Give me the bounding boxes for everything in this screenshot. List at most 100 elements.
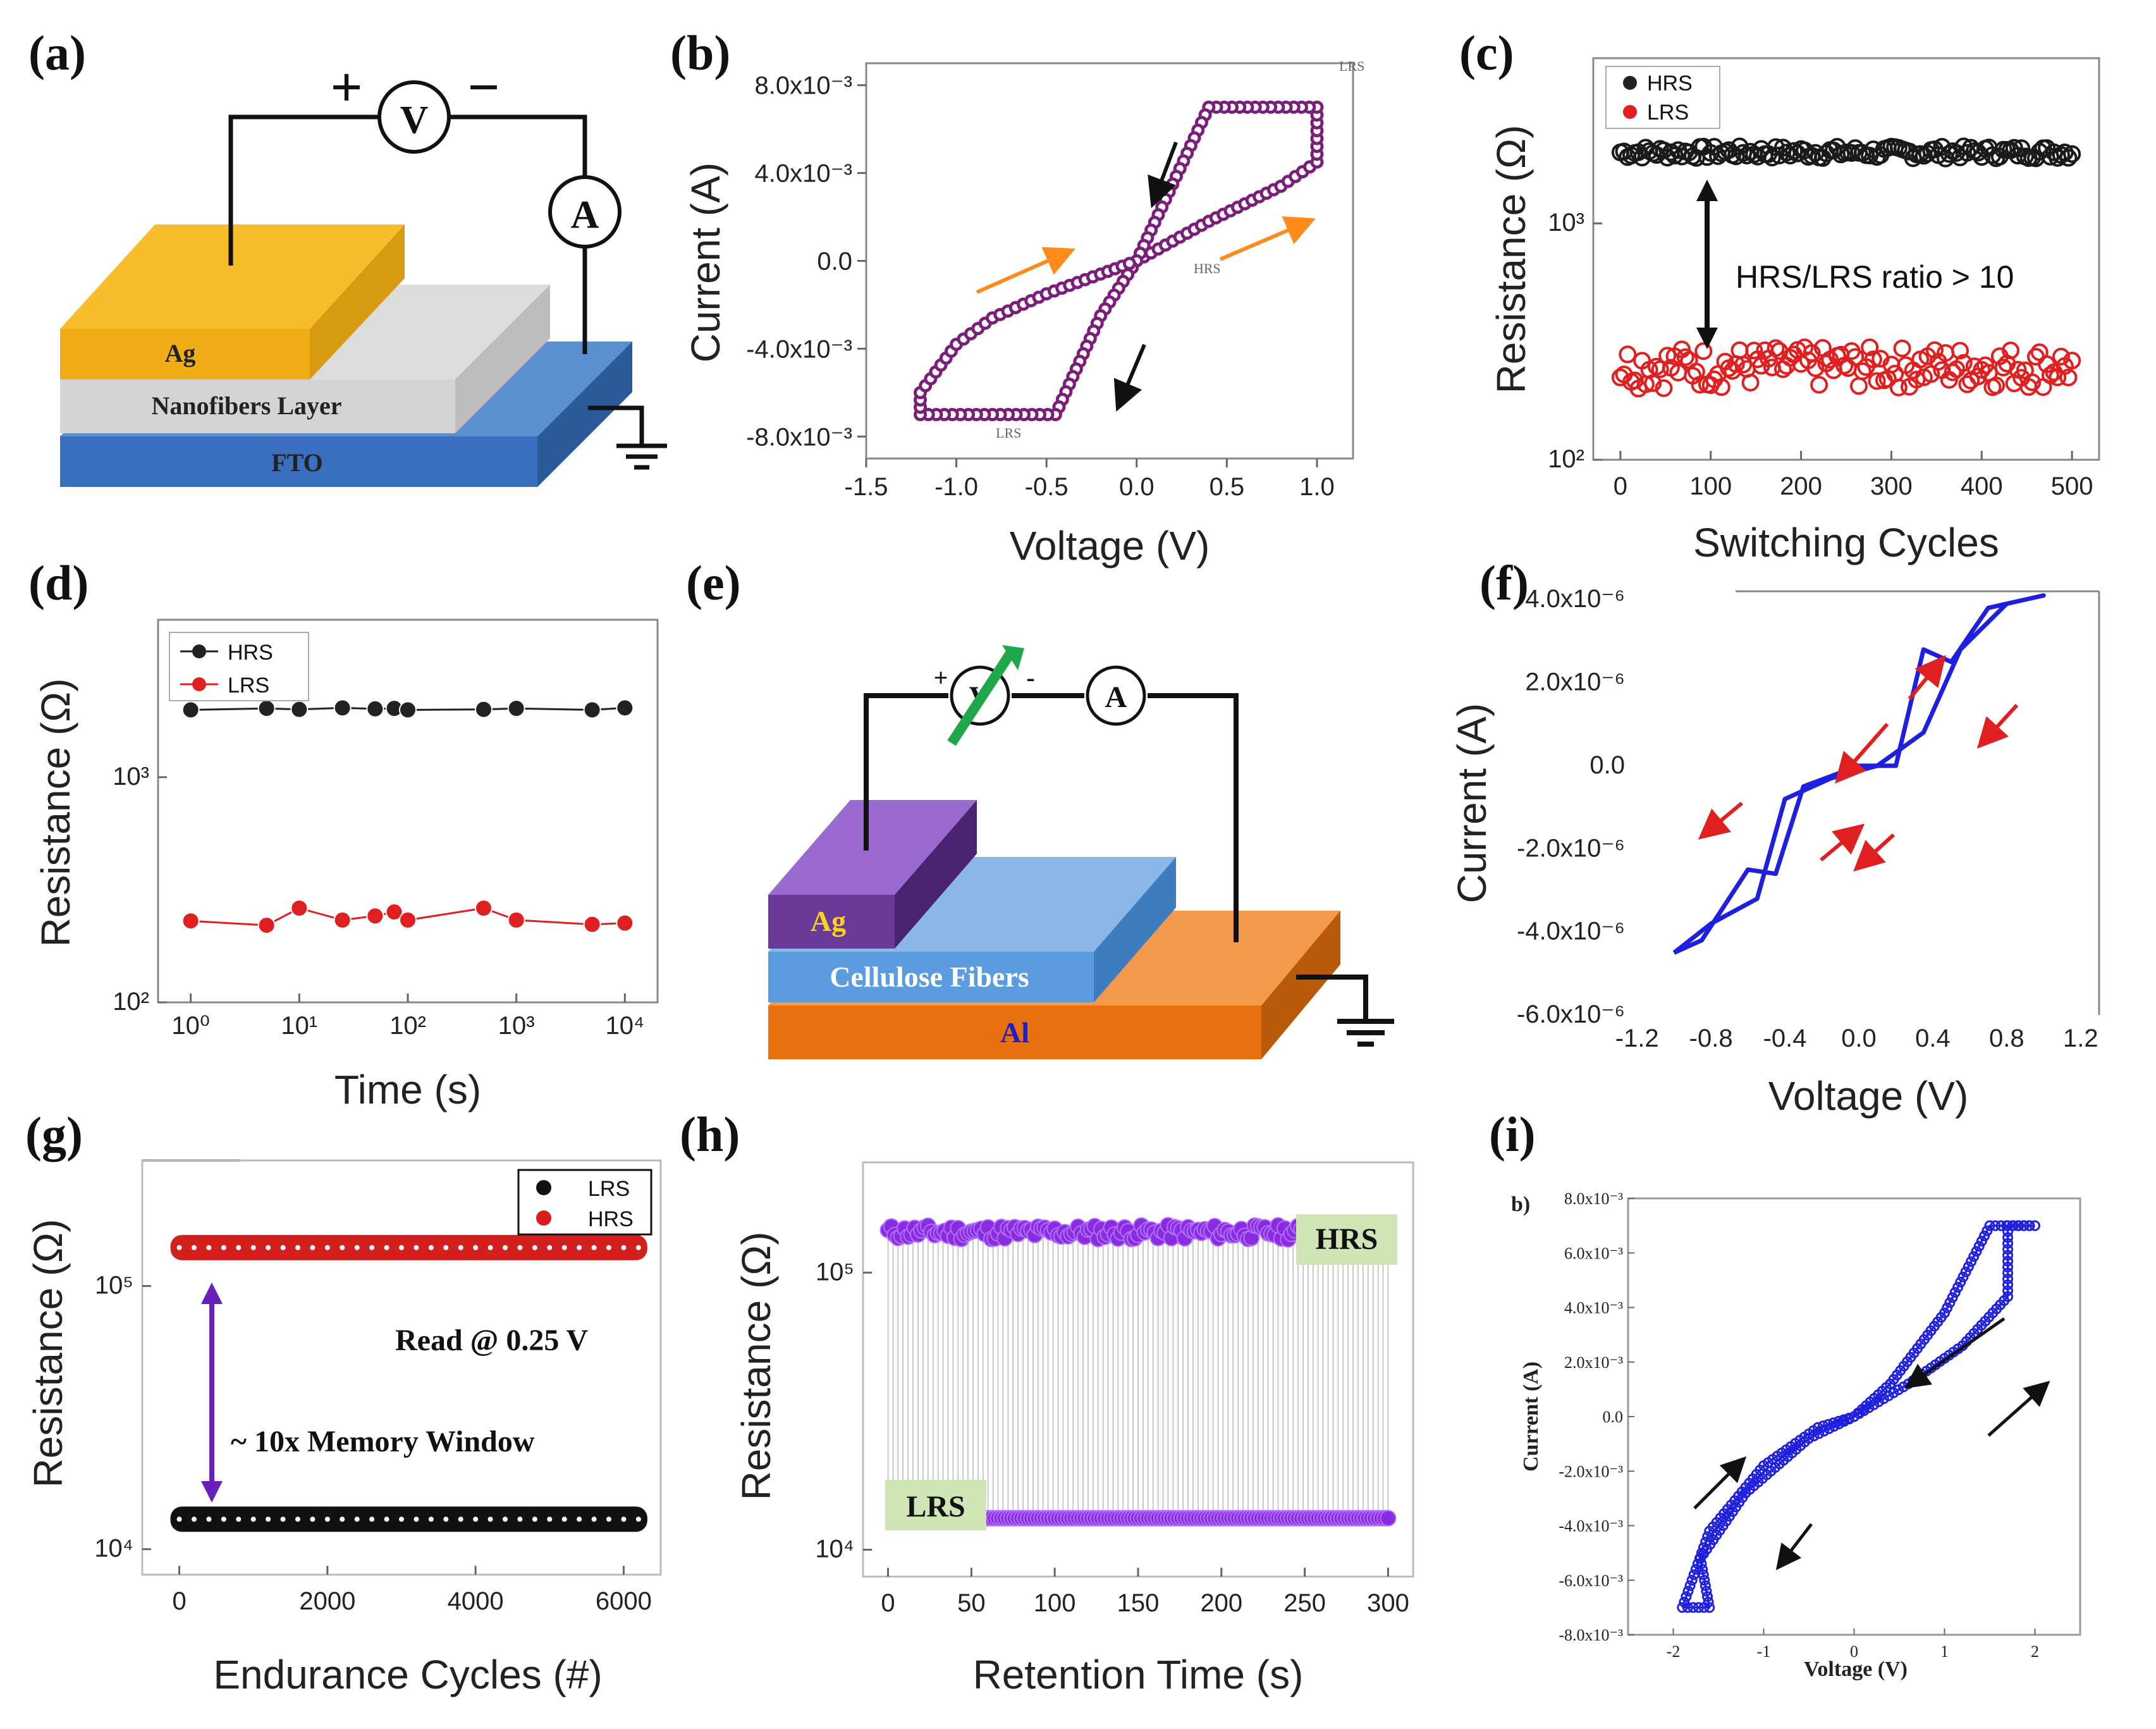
cellulose-label: Cellulose Fibers	[830, 961, 1029, 993]
ag-e-front	[768, 895, 895, 949]
al-label: Al	[1000, 1016, 1029, 1049]
data-point-g-hrs	[428, 1245, 434, 1250]
y-tick-label-i: -4.0x10⁻³	[1559, 1517, 1623, 1535]
data-point-c-lrs	[2009, 360, 2027, 379]
iv-curve-f	[1672, 593, 2046, 955]
x-axis-title-g: Endurance Cycles (#)	[213, 1652, 602, 1697]
data-point-i	[1813, 1428, 1825, 1439]
data-point-i	[1968, 1251, 1980, 1262]
x-tick-label-b: 0.5	[1210, 473, 1245, 501]
legend-c-lrs: LRS	[1647, 101, 1689, 125]
x-tick-label-g: 0	[172, 1587, 186, 1615]
y-tick-label-i: 4.0x10⁻³	[1564, 1299, 1623, 1317]
panel-b-label: (b)	[670, 25, 730, 80]
sweep-arrow-i-2	[1987, 1381, 2050, 1437]
data-point-g-hrs	[458, 1245, 463, 1250]
data-point-i	[1952, 1282, 1964, 1293]
data-point-g-hrs	[280, 1245, 286, 1250]
data-point-c-lrs	[2041, 366, 2059, 385]
data-point-i	[1990, 1220, 2001, 1231]
y-axis-title-g: Resistance (Ω)	[25, 1219, 71, 1488]
data-point-g-hrs	[340, 1245, 345, 1250]
y-tick-label-h: 10⁵	[816, 1258, 854, 1286]
data-point-g-lrs	[354, 1517, 360, 1522]
x-tick-label-f: 1.2	[2063, 1024, 2098, 1052]
y-tick-label-b: 0.0	[817, 248, 852, 276]
data-point-i	[1684, 1580, 1696, 1591]
y-tick-label-f: 0.0	[1589, 751, 1625, 779]
data-point-g-hrs	[591, 1245, 597, 1250]
panel-e-schematic: (e) Al Cellulose Fibers Ag V A + -	[686, 555, 1394, 1059]
data-point-g-lrs	[340, 1517, 345, 1522]
data-point-i	[1682, 1602, 1693, 1613]
data-point-d-lrs	[616, 914, 634, 932]
plus-sign-a: +	[330, 56, 362, 119]
panel-c-chart: (c) 0 100 200 300 400 500 10³ 10² HRS LRS HRS/L…	[1459, 25, 2100, 565]
cellulose-side	[1094, 857, 1176, 1002]
data-point-g-hrs	[635, 1245, 641, 1250]
x-tick-label-i: -2	[1667, 1642, 1681, 1661]
data-point-i	[2007, 1220, 2018, 1231]
data-point-i	[1694, 1553, 1706, 1564]
data-point-b	[1122, 257, 1136, 271]
sweep-arrow-black-2	[1113, 343, 1146, 412]
data-point-d-lrs	[181, 912, 200, 930]
data-point-d-hrs	[399, 701, 417, 719]
data-point-g-lrs	[503, 1517, 508, 1522]
annotation-b-hrs: HRS	[1194, 261, 1221, 276]
panel-c-label: (c)	[1459, 25, 1514, 80]
data-point-d-lrs	[507, 911, 525, 929]
data-point-c-lrs	[1954, 354, 1973, 372]
x-tick-label-c: 400	[1961, 472, 2003, 500]
data-point-c-hrs	[1785, 142, 1803, 160]
legend-g-lrs: LRS	[588, 1177, 630, 1201]
panel-b-chart: (b) -1.5 -1.0 -0.5 0.0 0.5 1.0 -8.0x10⁻³ -4.0x1…	[670, 25, 1364, 569]
data-point-i	[1971, 1246, 1982, 1257]
y-tick-label-b: 4.0x10⁻³	[754, 160, 852, 188]
x-tick-label-c: 200	[1780, 472, 1822, 500]
data-point-d-hrs	[290, 700, 309, 718]
panel-i-chart: (i) b) -2 -1 0 1 2 8.0x10⁻³ 6.0x10⁻³ 4.0x10⁻³ 2.…	[1489, 1107, 2081, 1681]
data-point-g-lrs	[591, 1517, 597, 1522]
data-point-g-lrs	[280, 1517, 286, 1522]
variable-arrowhead-icon	[1002, 645, 1024, 670]
sweep-arrow-i-4	[1775, 1523, 1813, 1570]
data-point-d-lrs	[290, 899, 309, 918]
data-point-i	[1690, 1564, 1701, 1575]
annotation-g-window: ~ 10x Memory Window	[231, 1425, 535, 1458]
data-point-g-lrs	[176, 1517, 182, 1522]
data-point-d-lrs	[333, 911, 352, 929]
x-tick-label-i: 1	[1940, 1642, 1949, 1661]
y-tick-label-f: -4.0x10⁻⁶	[1517, 918, 1625, 945]
data-point-i	[2002, 1262, 2014, 1273]
data-point-i	[1808, 1431, 1820, 1442]
y-axis-title-i: Current (A)	[1519, 1362, 1543, 1472]
data-point-i	[1697, 1564, 1708, 1575]
nanofiber-side	[455, 285, 550, 433]
sweep-arrow-orange-2	[1219, 216, 1316, 261]
data-point-c-lrs	[2052, 347, 2070, 366]
x-tick-label-i: 0	[1850, 1642, 1858, 1661]
x-tick-label-f: -1.2	[1615, 1024, 1659, 1052]
fto-side	[537, 341, 632, 487]
sweep-arrow-red-5	[1976, 703, 2019, 749]
data-point-c-lrs	[1644, 374, 1662, 392]
ag-e-label: Ag	[811, 905, 846, 937]
data-point-i	[1701, 1585, 1712, 1597]
y-axis-title-b: Current (A)	[683, 163, 728, 363]
x-tick-label-i: 2	[2031, 1642, 2039, 1661]
data-point-g-lrs	[206, 1517, 212, 1522]
data-point-g-lrs	[561, 1517, 567, 1522]
data-point-g-hrs	[295, 1245, 300, 1250]
x-tick-label-h: 100	[1034, 1589, 1076, 1617]
data-point-i	[2001, 1220, 2012, 1231]
data-point-g-hrs	[606, 1245, 611, 1250]
data-point-i	[2024, 1220, 2035, 1231]
data-point-i	[1699, 1575, 1710, 1586]
data-point-g-lrs	[192, 1517, 197, 1522]
data-point-i	[1693, 1602, 1705, 1613]
data-point-g-hrs	[413, 1245, 419, 1250]
data-point-g-hrs	[176, 1245, 182, 1250]
data-point-i	[1704, 1602, 1715, 1613]
x-tick-label-d: 10³	[498, 1012, 535, 1040]
